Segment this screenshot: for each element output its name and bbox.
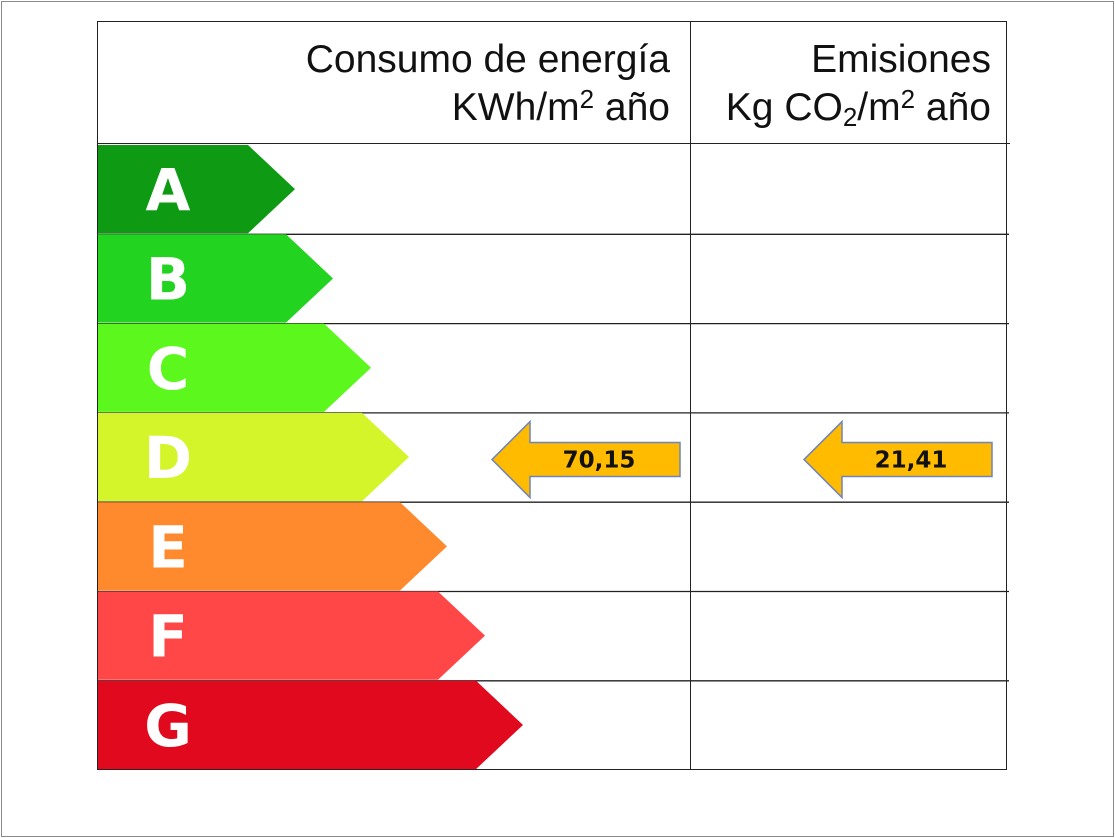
rating-letter-b: B bbox=[146, 245, 190, 313]
emisiones-unit-sub: 2 bbox=[842, 102, 858, 132]
rating-bar-b bbox=[98, 234, 333, 323]
rating-bar-c bbox=[98, 323, 371, 412]
column-divider bbox=[690, 21, 691, 770]
rating-bar-e bbox=[98, 502, 447, 591]
rating-letter-f: F bbox=[148, 603, 188, 671]
indicator-value-emisiones: 21,41 bbox=[875, 448, 948, 474]
energy-rating-table bbox=[97, 21, 1007, 770]
consumo-unit-sup: 2 bbox=[579, 84, 595, 114]
emisiones-unit-sup: 2 bbox=[900, 84, 916, 114]
emisiones-header-line2: Kg CO2/m2 año bbox=[726, 84, 991, 132]
header-divider bbox=[97, 143, 1010, 144]
rating-letter-d: D bbox=[144, 424, 192, 492]
consumo-header: Consumo de energía KWh/m2 año bbox=[306, 36, 670, 132]
consumo-header-line1: Consumo de energía bbox=[305, 38, 670, 81]
indicator-arrow-emisiones bbox=[802, 419, 993, 500]
rating-letter-g: G bbox=[144, 692, 192, 760]
rating-letter-c: C bbox=[147, 335, 190, 403]
rating-bar-f bbox=[98, 591, 485, 680]
consumo-unit-suffix: año bbox=[594, 86, 670, 129]
emisiones-unit-mid: /m bbox=[857, 86, 901, 129]
indicator-value-consumo: 70,15 bbox=[563, 448, 636, 474]
emisiones-header: Emisiones Kg CO2/m2 año bbox=[726, 36, 991, 132]
rating-bar-a bbox=[98, 145, 295, 234]
emisiones-header-line1: Emisiones bbox=[811, 38, 991, 81]
rating-letter-e: E bbox=[148, 513, 188, 581]
emisiones-unit: Kg CO bbox=[725, 86, 843, 129]
consumo-unit: KWh/m bbox=[451, 86, 580, 129]
rating-letter-a: A bbox=[146, 156, 191, 224]
consumo-header-line2: KWh/m2 año bbox=[306, 84, 670, 132]
indicator-arrow-consumo bbox=[490, 419, 681, 500]
emisiones-unit-suffix: año bbox=[915, 86, 991, 129]
rating-bar-g bbox=[98, 680, 523, 770]
rating-bar-d bbox=[98, 412, 409, 502]
